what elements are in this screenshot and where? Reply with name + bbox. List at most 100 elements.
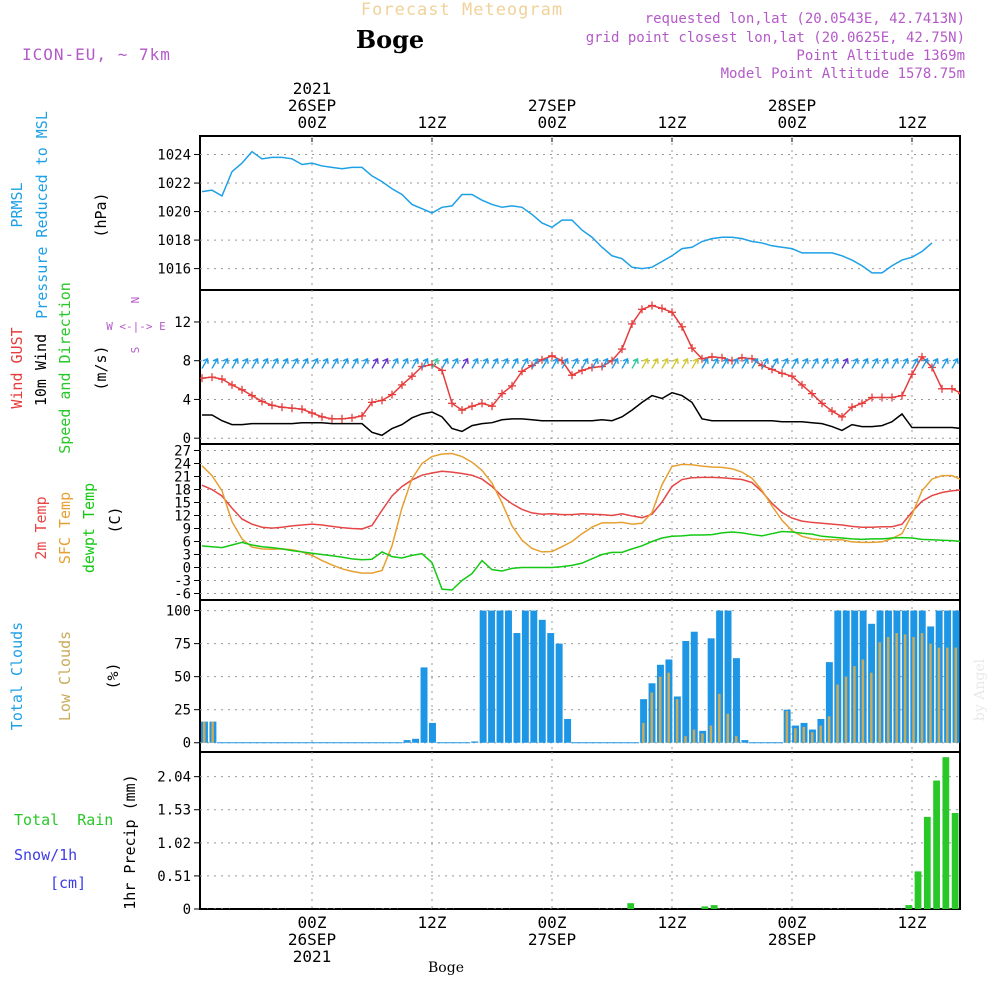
bottom-time-label: 00Z	[298, 913, 327, 932]
low-cloud-bar	[684, 736, 687, 743]
temp2m-line	[201, 470, 960, 530]
wind-gust-label: Wind GUST	[8, 327, 26, 408]
total-cloud-bar	[724, 610, 732, 743]
y-tick-label: 21	[174, 470, 191, 486]
low-cloud-bar	[658, 676, 662, 743]
gust-marker	[338, 414, 346, 423]
plot-area	[200, 600, 960, 752]
sfc-temp-line	[201, 452, 960, 574]
wind-arrow	[891, 357, 899, 369]
gust-marker	[738, 353, 746, 362]
low-cloud-bar	[202, 721, 206, 743]
low-cloud-bar	[870, 672, 873, 743]
bottom-time-label: 12Z	[898, 913, 927, 932]
top-time-label: 12Z	[418, 113, 447, 132]
low-cloud-bar	[785, 711, 789, 743]
model-label: ICON-EU, ~ 7km	[22, 45, 171, 64]
total-cloud-bar	[479, 610, 487, 743]
total-rain-label: Total Rain	[14, 811, 113, 829]
low-cloud-bar	[844, 676, 848, 743]
y-tick-label: 9	[183, 522, 191, 538]
y-tick-label: 1024	[157, 148, 191, 164]
wind-arrow	[301, 357, 309, 369]
low-cloud-bar	[903, 634, 907, 743]
wind-arrow	[341, 357, 349, 369]
gust-marker	[248, 391, 256, 400]
wind-arrow	[281, 357, 289, 369]
bottom-time-label: 26SEP	[288, 930, 336, 949]
wind-arrow	[411, 357, 419, 369]
low-cloud-bar	[650, 692, 654, 743]
gust-marker	[778, 369, 786, 378]
total-cloud-bar	[716, 610, 724, 743]
wind-arrow	[311, 357, 319, 369]
total-cloud-bar	[825, 662, 833, 743]
pressure-labels: PRMSL Pressure Reduced to MSL (hPa)	[8, 111, 110, 319]
wind-arrow	[241, 357, 249, 369]
gust-marker	[200, 374, 206, 383]
gust-marker	[298, 405, 306, 414]
gust-marker	[898, 391, 906, 400]
wind-arrow	[271, 357, 279, 369]
wind-arrow	[671, 357, 679, 369]
gust-marker	[668, 308, 676, 317]
compass-we-label: W <-|-> E	[106, 320, 166, 333]
bottom-time-label: 00Z	[538, 913, 567, 932]
wind-arrow	[251, 357, 259, 369]
wind-arrow	[831, 357, 839, 369]
panel-2: 0 4 8 12	[174, 289, 961, 447]
dewpt-label: dewpt Temp	[80, 483, 98, 573]
precip-bar	[914, 871, 922, 909]
top-time-label: 2021	[293, 79, 332, 98]
wind-arrow	[371, 357, 379, 369]
top-time-label: 12Z	[658, 113, 687, 132]
y-tick-label: 0	[183, 561, 191, 577]
wind-arrow	[931, 357, 939, 369]
low-cloud-bar	[642, 722, 645, 743]
gust-marker	[788, 372, 796, 381]
gust-marker	[618, 345, 626, 354]
gust-marker	[918, 352, 926, 361]
precip-bar	[701, 906, 709, 909]
gust-marker	[958, 392, 960, 395]
low-cloud-bar	[709, 725, 713, 743]
y-tick-label: 24	[174, 457, 191, 473]
sfc-temp-label: SFC Temp	[56, 492, 74, 564]
gust-marker	[228, 380, 236, 389]
y-tick-label: -3	[174, 574, 191, 590]
gust-marker	[938, 384, 946, 393]
gust-marker	[448, 399, 456, 408]
panels: 1016101810201022102404812-6-303691215182…	[157, 135, 961, 918]
wind-arrow	[881, 357, 889, 369]
low-cloud-bar	[937, 647, 941, 743]
low-cloud-bar	[692, 729, 696, 743]
low-cloud-bar	[794, 728, 797, 743]
gust-marker	[848, 403, 856, 412]
top-time-label: 27SEP	[528, 96, 576, 115]
wind-arrow	[381, 357, 389, 369]
gust-marker	[598, 362, 606, 371]
snow-label: Snow/1h	[14, 846, 77, 864]
wind-speed-dir-label: Speed and Direction	[56, 282, 74, 454]
y-tick-label: 25	[174, 703, 191, 719]
wind-arrow	[291, 357, 299, 369]
wind-arrow	[201, 357, 209, 369]
gust-marker	[718, 353, 726, 362]
wind-arrow	[361, 357, 369, 369]
gust-marker	[478, 399, 486, 408]
total-cloud-bar	[555, 643, 563, 743]
gust-marker	[888, 393, 896, 402]
low-cloud-bar	[802, 726, 806, 743]
y-tick-label: 3	[183, 548, 191, 564]
pressure-unit-label: (hPa)	[92, 192, 110, 237]
wind-arrow	[561, 357, 569, 369]
clouds-unit-label: (%)	[104, 662, 122, 689]
wind-arrow	[321, 357, 329, 369]
low-cloud-bar	[734, 736, 738, 743]
temp-labels: 2m Temp SFC Temp dewpt Temp (C)	[32, 483, 124, 573]
gust-marker	[488, 402, 496, 411]
precip-bar	[627, 903, 635, 909]
wind-arrow	[921, 357, 929, 369]
total-cloud-bar	[538, 619, 546, 743]
